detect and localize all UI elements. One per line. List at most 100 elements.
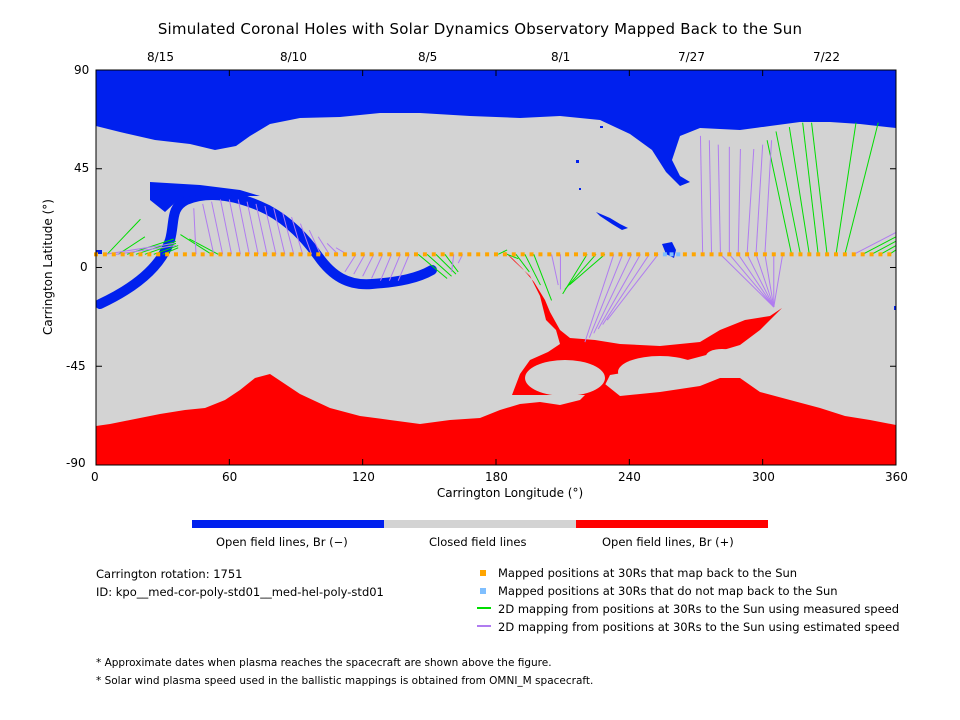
estimated-mapping-line [193, 208, 197, 255]
estimated-mapping-line [219, 199, 233, 255]
south-polar-hole [96, 374, 896, 465]
north-polar-hole [96, 70, 896, 186]
estimated-mapping-line [551, 254, 559, 286]
mapped-point [458, 252, 463, 257]
mapped-point [236, 252, 241, 257]
mapped-point [502, 252, 507, 257]
mapped-points [94, 252, 892, 257]
mapped-point [174, 252, 178, 257]
mapped-point [422, 252, 427, 257]
estimated-mapping-line [228, 199, 241, 255]
legend-estimated-line [477, 625, 491, 627]
estimated-mapping-line [764, 254, 775, 308]
estimated-mapping-line [299, 223, 313, 255]
mapped-point [780, 252, 785, 257]
measured-mapping-line [506, 253, 519, 260]
note-1: * Approximate dates when plasma reaches … [96, 657, 552, 669]
legend-measured-line [477, 607, 491, 609]
unmapped-point [669, 252, 674, 257]
measured-mapping-line [426, 253, 452, 277]
estimated-mapping-lines [95, 135, 897, 343]
legend-mapped-label: Mapped positions at 30Rs that map back t… [498, 566, 798, 580]
estimated-mapping-line [755, 144, 764, 255]
x-tick-300: 300 [752, 470, 775, 484]
estimated-mapping-line [764, 140, 773, 255]
measured-mapping-line [775, 131, 801, 255]
mapped-point [102, 252, 107, 257]
measured-mapping-line [835, 122, 857, 255]
mapped-point [334, 252, 338, 257]
x-tick-0: 0 [91, 470, 99, 484]
mapped-point [191, 252, 196, 257]
mapped-point [825, 252, 830, 257]
colorbar-label-negative: Open field lines, Br (−) [216, 535, 348, 549]
mapped-point [565, 252, 570, 257]
date-label: 8/5 [418, 50, 438, 64]
mapped-point [709, 252, 714, 257]
negative-speck-5 [96, 250, 102, 254]
estimated-mapping-line [699, 135, 704, 255]
mapped-point [156, 252, 161, 257]
estimated-mapping-line [255, 203, 268, 255]
estimated-mapping-line [237, 199, 250, 255]
negative-speck-1 [576, 160, 579, 163]
negative-speck-3 [600, 126, 603, 128]
mapped-point [271, 252, 276, 257]
estimated-mapping-line [588, 254, 624, 338]
mapped-point [736, 252, 741, 257]
y-tick-0: 0 [80, 260, 88, 274]
legend-estimated-label: 2D mapping from positions at 30Rs to the… [498, 620, 900, 634]
measured-mapping-line [880, 245, 897, 255]
mapped-point [396, 252, 401, 257]
mapped-point [289, 252, 294, 257]
negative-band-left [150, 182, 260, 212]
y-axis-label: Carrington Latitude (°) [41, 199, 55, 335]
estimated-mapping-line [597, 254, 641, 330]
mapped-point [691, 252, 696, 257]
mapped-point [538, 252, 543, 257]
mapped-point [298, 252, 303, 257]
axis-ticks [95, 69, 897, 466]
estimated-mapping-line [720, 253, 775, 308]
mapped-point [360, 252, 365, 257]
x-tick-120: 120 [352, 470, 375, 484]
mapped-point [431, 252, 436, 257]
mapped-point [227, 252, 232, 257]
unmapped-point [676, 252, 681, 257]
measured-mapping-line [569, 253, 606, 286]
legend-measured-label: 2D mapping from positions at 30Rs to the… [498, 602, 900, 616]
estimated-mapping-line [308, 229, 321, 255]
mapped-point [325, 252, 330, 257]
estimated-mapping-line [853, 231, 897, 255]
measured-mapping-line [135, 240, 177, 255]
mapped-point [494, 252, 498, 257]
mapped-point [405, 252, 410, 257]
y-tick-neg90: -90 [66, 456, 86, 470]
estimated-mapping-line [371, 254, 384, 279]
mapped-point [654, 252, 658, 257]
negative-speck-2 [579, 188, 581, 190]
legend-mapped-marker [480, 570, 486, 576]
closed-island-2 [618, 356, 702, 388]
measured-mapping-line [811, 122, 828, 255]
mapped-point [218, 252, 223, 257]
estimated-mapping-line [353, 254, 366, 275]
mapped-point [645, 252, 650, 257]
chart-title: Simulated Coronal Holes with Solar Dynam… [157, 20, 803, 38]
measured-mapping-line [564, 254, 597, 290]
estimated-mapping-line [362, 254, 375, 277]
estimated-mapping-line [115, 245, 177, 255]
y-tick-90: 90 [74, 63, 90, 77]
mapped-point [834, 252, 838, 257]
estimated-mapping-line [717, 144, 721, 255]
negative-speck-4 [894, 306, 896, 310]
estimated-mapping-line [746, 254, 775, 308]
mapped-point [111, 252, 116, 257]
mapped-point [556, 252, 561, 257]
mapped-point [851, 252, 856, 257]
mapped-point [582, 252, 587, 257]
x-tick-360: 360 [885, 470, 908, 484]
mapped-point [307, 252, 312, 257]
mapped-point [485, 252, 490, 257]
